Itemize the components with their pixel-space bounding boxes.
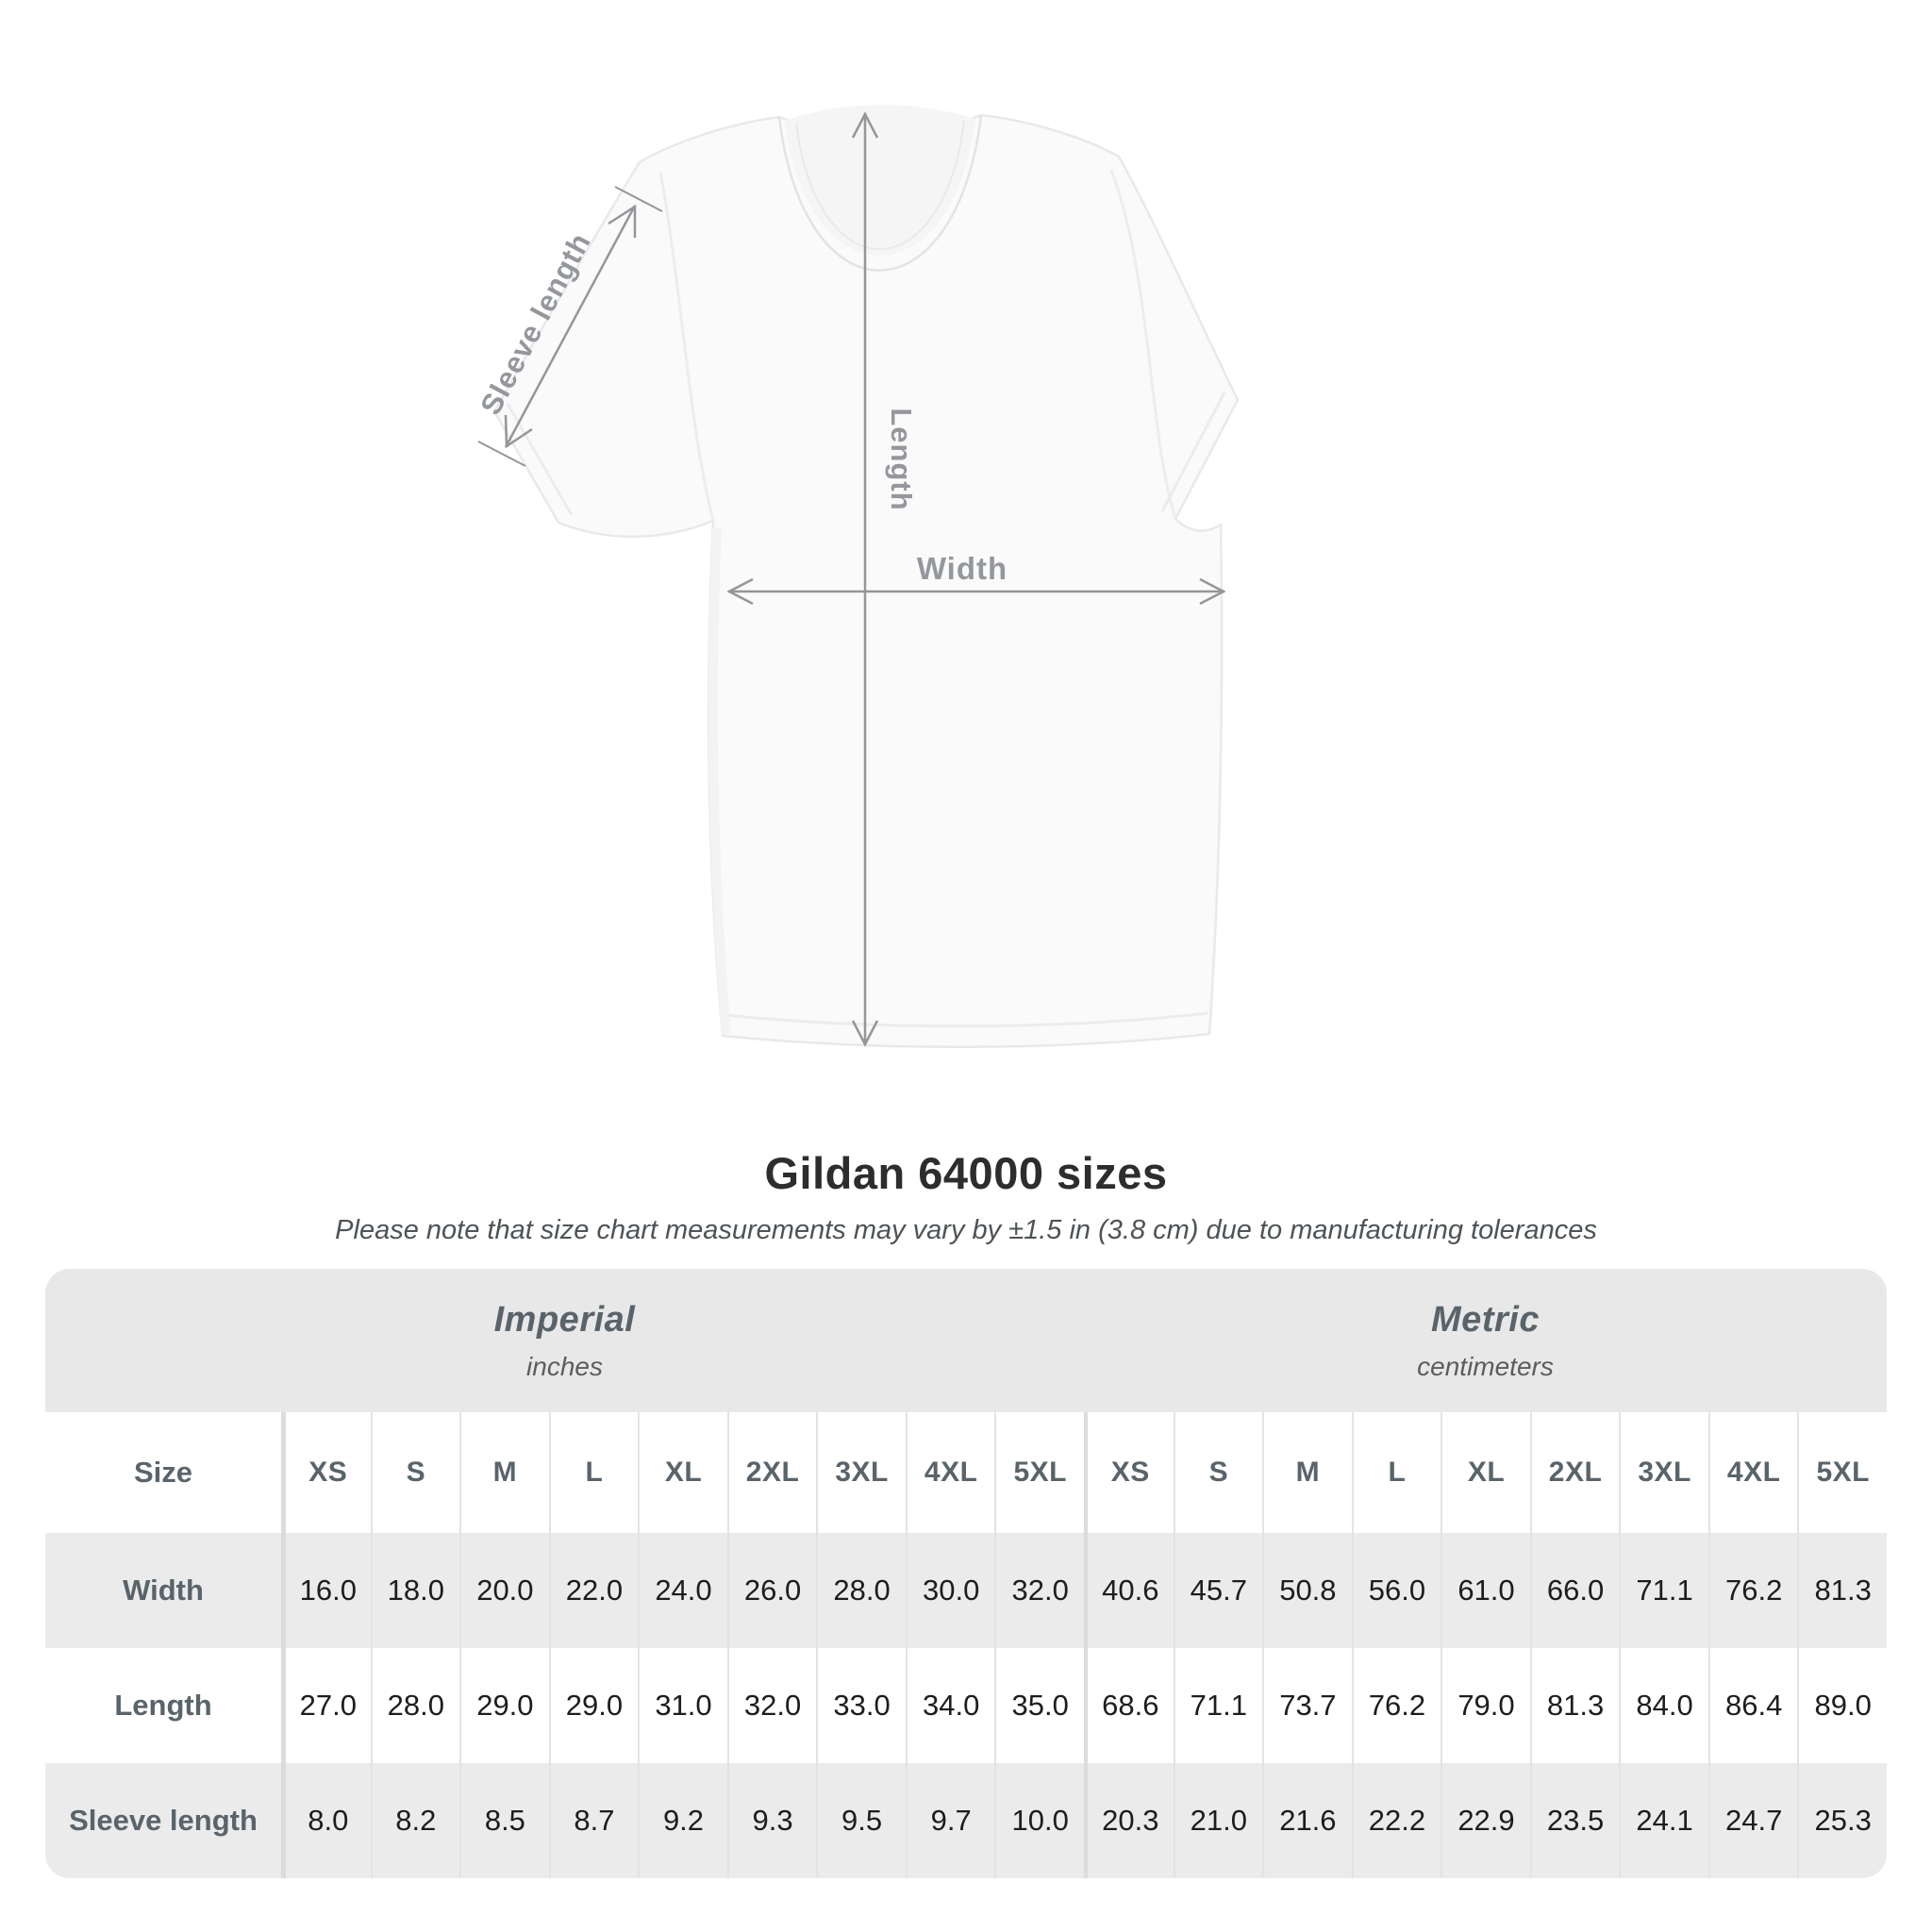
size-value-cell: 22.0 <box>548 1533 639 1648</box>
size-value-cell: 29.0 <box>459 1648 549 1763</box>
width-annotation-label: Width <box>917 551 1008 586</box>
size-value-cell: 50.8 <box>1262 1533 1352 1648</box>
size-value-cell: 86.4 <box>1707 1648 1798 1763</box>
size-col-header: 5XL <box>1797 1412 1887 1533</box>
size-col-header: 2XL <box>1529 1412 1620 1533</box>
size-value-cell: 24.1 <box>1619 1763 1708 1878</box>
size-col-header: L <box>1351 1412 1441 1533</box>
size-value-cell: 84.0 <box>1619 1648 1708 1763</box>
width-arrow <box>726 577 1226 606</box>
size-value-cell: 22.2 <box>1351 1763 1441 1878</box>
size-col-header: M <box>1262 1412 1352 1533</box>
size-value-cell: 40.6 <box>1084 1533 1174 1648</box>
imperial-section-header: Imperial inches <box>45 1269 1084 1412</box>
metric-section-title: Metric <box>1431 1299 1540 1340</box>
size-value-cell: 21.6 <box>1262 1763 1352 1878</box>
size-value-cell: 9.7 <box>905 1763 995 1878</box>
imperial-section-title: Imperial <box>493 1299 636 1340</box>
size-value-cell: 23.5 <box>1529 1763 1620 1878</box>
size-value-cell: 32.0 <box>994 1533 1084 1648</box>
size-value-cell: 8.2 <box>370 1763 460 1878</box>
size-value-cell: 10.0 <box>994 1763 1084 1878</box>
size-value-cell: 73.7 <box>1262 1648 1352 1763</box>
size-col-header: L <box>548 1412 639 1533</box>
length-arrow <box>851 111 879 1047</box>
length-annotation-label: Length <box>885 408 918 510</box>
sleeve-length-arrow <box>477 186 663 467</box>
size-col-header: 4XL <box>905 1412 995 1533</box>
size-value-cell: 18.0 <box>370 1533 460 1648</box>
size-value-cell: 29.0 <box>548 1648 639 1763</box>
size-value-cell: 76.2 <box>1351 1648 1441 1763</box>
size-value-cell: 8.5 <box>459 1763 549 1878</box>
size-value-cell: 79.0 <box>1441 1648 1530 1763</box>
size-value-cell: 9.5 <box>816 1763 906 1878</box>
size-value-cell: 68.6 <box>1084 1648 1174 1763</box>
metric-section-unit: centimeters <box>1417 1351 1554 1381</box>
size-value-cell: 61.0 <box>1441 1533 1530 1648</box>
size-value-cell: 89.0 <box>1797 1648 1887 1763</box>
size-col-header: 4XL <box>1707 1412 1798 1533</box>
size-value-cell: 20.0 <box>459 1533 549 1648</box>
size-value-cell: 31.0 <box>638 1648 727 1763</box>
size-value-cell: 81.3 <box>1797 1533 1887 1648</box>
size-value-cell: 21.0 <box>1173 1763 1263 1878</box>
size-value-cell: 30.0 <box>905 1533 995 1648</box>
tolerance-note: Please note that size chart measurements… <box>335 1215 1597 1245</box>
size-value-cell: 76.2 <box>1707 1533 1798 1648</box>
row-label-sleeve-length: Sleeve length <box>45 1763 281 1878</box>
size-col-header: S <box>1173 1412 1263 1533</box>
size-value-cell: 28.0 <box>816 1533 906 1648</box>
metric-section-header: Metric centimeters <box>1084 1269 1887 1412</box>
size-col-header: 3XL <box>1619 1412 1708 1533</box>
size-value-cell: 71.1 <box>1619 1533 1708 1648</box>
size-value-cell: 8.0 <box>281 1763 371 1878</box>
size-value-cell: 35.0 <box>994 1648 1084 1763</box>
imperial-section-unit: inches <box>526 1351 603 1381</box>
size-value-cell: 34.0 <box>905 1648 995 1763</box>
size-value-cell: 66.0 <box>1529 1533 1620 1648</box>
size-value-cell: 33.0 <box>816 1648 906 1763</box>
size-value-cell: 56.0 <box>1351 1533 1441 1648</box>
size-value-cell: 9.3 <box>726 1763 817 1878</box>
size-value-cell: 9.2 <box>638 1763 727 1878</box>
size-value-cell: 28.0 <box>370 1648 460 1763</box>
size-col-header: S <box>370 1412 460 1533</box>
size-col-header: M <box>459 1412 549 1533</box>
size-table-grid: Imperial inches Metric centimeters Size … <box>45 1269 1887 1878</box>
size-col-header: XL <box>638 1412 727 1533</box>
size-value-cell: 26.0 <box>726 1533 817 1648</box>
size-col-header: XL <box>1441 1412 1530 1533</box>
size-value-cell: 71.1 <box>1173 1648 1263 1763</box>
size-col-header: 5XL <box>994 1412 1084 1533</box>
collar-seam <box>777 114 983 272</box>
size-row-header: Size <box>133 1456 193 1489</box>
size-value-cell: 22.9 <box>1441 1763 1530 1878</box>
size-value-cell: 8.7 <box>548 1763 639 1878</box>
size-value-cell: 20.3 <box>1084 1763 1174 1878</box>
size-value-cell: 25.3 <box>1797 1763 1887 1878</box>
size-value-cell: 27.0 <box>281 1648 371 1763</box>
size-value-cell: 24.0 <box>638 1533 727 1648</box>
row-label-length: Length <box>114 1689 212 1722</box>
size-value-cell: 81.3 <box>1529 1648 1620 1763</box>
size-value-cell: 24.7 <box>1707 1763 1798 1878</box>
row-label-width: Width <box>45 1533 281 1648</box>
size-col-header: 2XL <box>726 1412 817 1533</box>
size-value-cell: 32.0 <box>726 1648 817 1763</box>
size-col-header: XS <box>1084 1412 1174 1533</box>
tshirt-image: Sleeve length Length Width <box>474 111 1240 1049</box>
size-table: Imperial inches Metric centimeters Size … <box>45 1269 1887 1878</box>
size-col-header: 3XL <box>816 1412 906 1533</box>
page-title: Gildan 64000 sizes <box>764 1148 1168 1198</box>
size-value-cell: 16.0 <box>281 1533 371 1648</box>
size-value-cell: 45.7 <box>1173 1533 1263 1648</box>
size-col-header: XS <box>281 1412 371 1533</box>
